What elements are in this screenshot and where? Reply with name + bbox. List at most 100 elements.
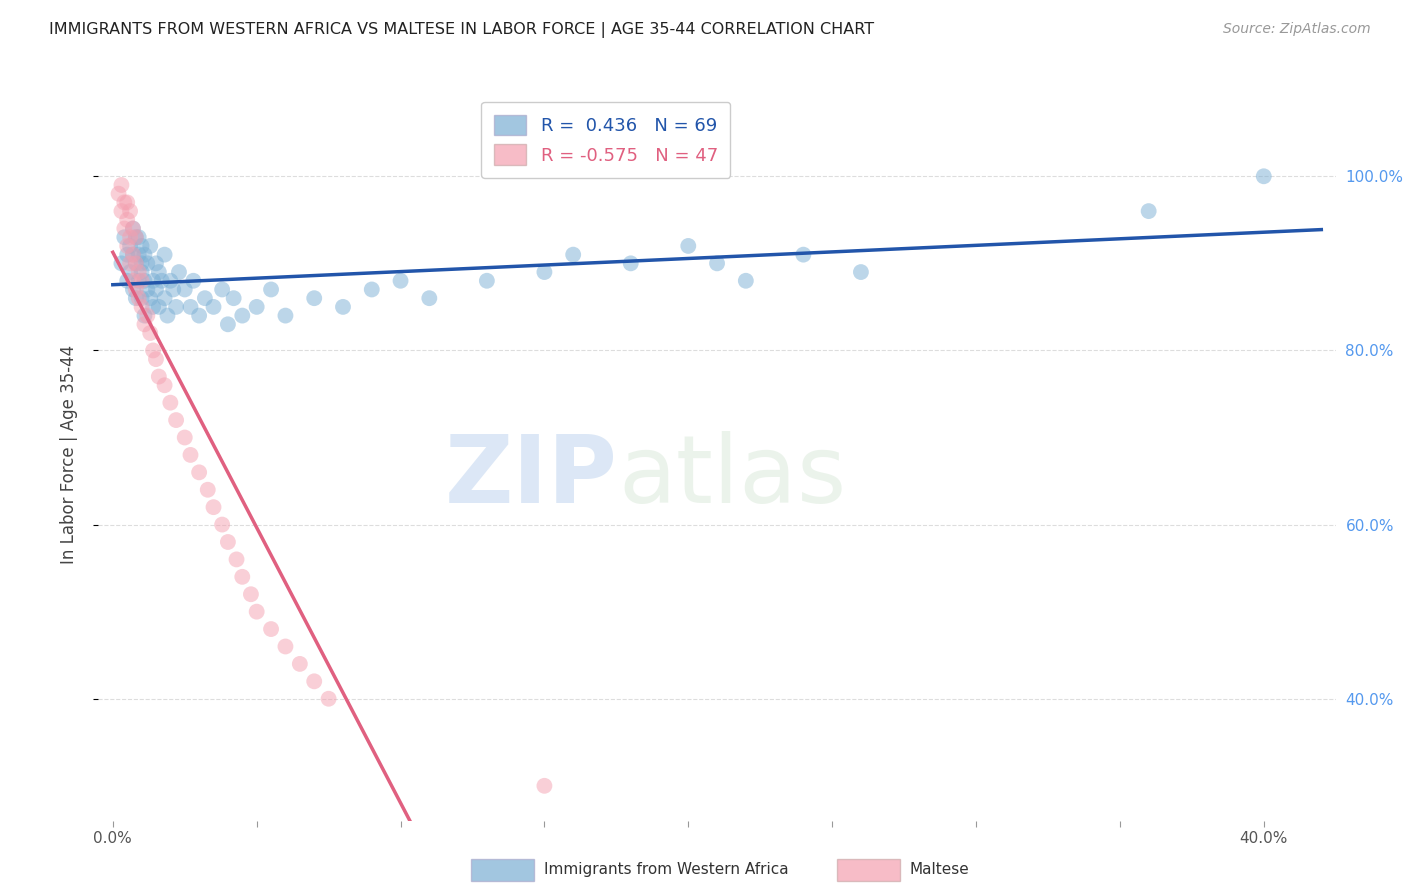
Point xyxy=(475,274,498,288)
Point xyxy=(231,570,253,584)
Point xyxy=(165,300,187,314)
Point xyxy=(153,247,176,261)
Point xyxy=(120,265,142,279)
Point xyxy=(139,326,162,340)
Point xyxy=(197,483,219,497)
Point xyxy=(125,256,148,270)
Point xyxy=(148,265,170,279)
Point xyxy=(115,274,138,288)
Point xyxy=(225,552,247,566)
Point xyxy=(110,204,132,219)
Point xyxy=(122,221,145,235)
Point xyxy=(136,283,159,297)
Point xyxy=(128,247,150,261)
Point xyxy=(131,300,153,314)
Point xyxy=(131,239,153,253)
Point xyxy=(211,517,233,532)
Point xyxy=(125,291,148,305)
Point xyxy=(734,274,756,288)
Point xyxy=(125,283,148,297)
Point xyxy=(110,178,132,192)
Point xyxy=(136,309,159,323)
Legend: R =  0.436   N = 69, R = -0.575   N = 47: R = 0.436 N = 69, R = -0.575 N = 47 xyxy=(481,102,731,178)
Point xyxy=(706,256,728,270)
Point xyxy=(145,256,167,270)
Point xyxy=(260,622,283,636)
Point xyxy=(533,265,555,279)
Point xyxy=(134,309,156,323)
Point xyxy=(134,247,156,261)
Point xyxy=(1137,204,1160,219)
Point xyxy=(183,274,205,288)
Text: Maltese: Maltese xyxy=(910,863,969,877)
Point xyxy=(120,256,142,270)
Point xyxy=(142,343,165,358)
Point xyxy=(162,283,184,297)
Point xyxy=(122,247,145,261)
Point xyxy=(145,352,167,367)
Point xyxy=(107,186,129,201)
Point xyxy=(156,309,179,323)
Point xyxy=(128,230,150,244)
Point xyxy=(150,274,173,288)
Point xyxy=(332,300,354,314)
Point xyxy=(179,300,201,314)
Point xyxy=(134,274,156,288)
Point xyxy=(562,247,585,261)
Point xyxy=(112,195,135,210)
Point xyxy=(134,318,156,332)
Point xyxy=(159,274,181,288)
Point xyxy=(849,265,872,279)
Text: atlas: atlas xyxy=(619,431,846,523)
Point xyxy=(115,195,138,210)
Point xyxy=(211,283,233,297)
Text: Immigrants from Western Africa: Immigrants from Western Africa xyxy=(544,863,789,877)
Point xyxy=(194,291,217,305)
Point xyxy=(318,691,340,706)
Point xyxy=(110,256,132,270)
Point xyxy=(139,291,162,305)
Point xyxy=(125,256,148,270)
Point xyxy=(128,291,150,305)
Point xyxy=(120,239,142,253)
Point xyxy=(125,230,148,244)
Point xyxy=(125,230,148,244)
Point xyxy=(153,291,176,305)
Point xyxy=(217,535,239,549)
Text: Source: ZipAtlas.com: Source: ZipAtlas.com xyxy=(1223,22,1371,37)
Point xyxy=(202,300,225,314)
Point xyxy=(115,247,138,261)
Point xyxy=(360,283,382,297)
Point xyxy=(122,247,145,261)
Point xyxy=(678,239,700,253)
Point xyxy=(128,265,150,279)
Point xyxy=(148,369,170,384)
Point xyxy=(217,318,239,332)
Point xyxy=(173,430,195,444)
Point xyxy=(142,274,165,288)
Point xyxy=(122,283,145,297)
Point xyxy=(136,256,159,270)
Point xyxy=(165,413,187,427)
Y-axis label: In Labor Force | Age 35-44: In Labor Force | Age 35-44 xyxy=(59,345,77,565)
Point xyxy=(112,230,135,244)
Point xyxy=(131,291,153,305)
Point xyxy=(167,265,190,279)
Point xyxy=(179,448,201,462)
Point xyxy=(188,309,211,323)
Point xyxy=(115,239,138,253)
Point xyxy=(792,247,814,261)
Point xyxy=(239,587,262,601)
Point xyxy=(274,309,297,323)
Point xyxy=(533,779,555,793)
Point xyxy=(122,274,145,288)
Point xyxy=(1253,169,1275,184)
Point xyxy=(302,674,325,689)
Point xyxy=(188,466,211,480)
Point xyxy=(131,265,153,279)
Point xyxy=(288,657,311,671)
Point xyxy=(620,256,643,270)
Point xyxy=(128,274,150,288)
Point xyxy=(231,309,253,323)
Point xyxy=(139,239,162,253)
